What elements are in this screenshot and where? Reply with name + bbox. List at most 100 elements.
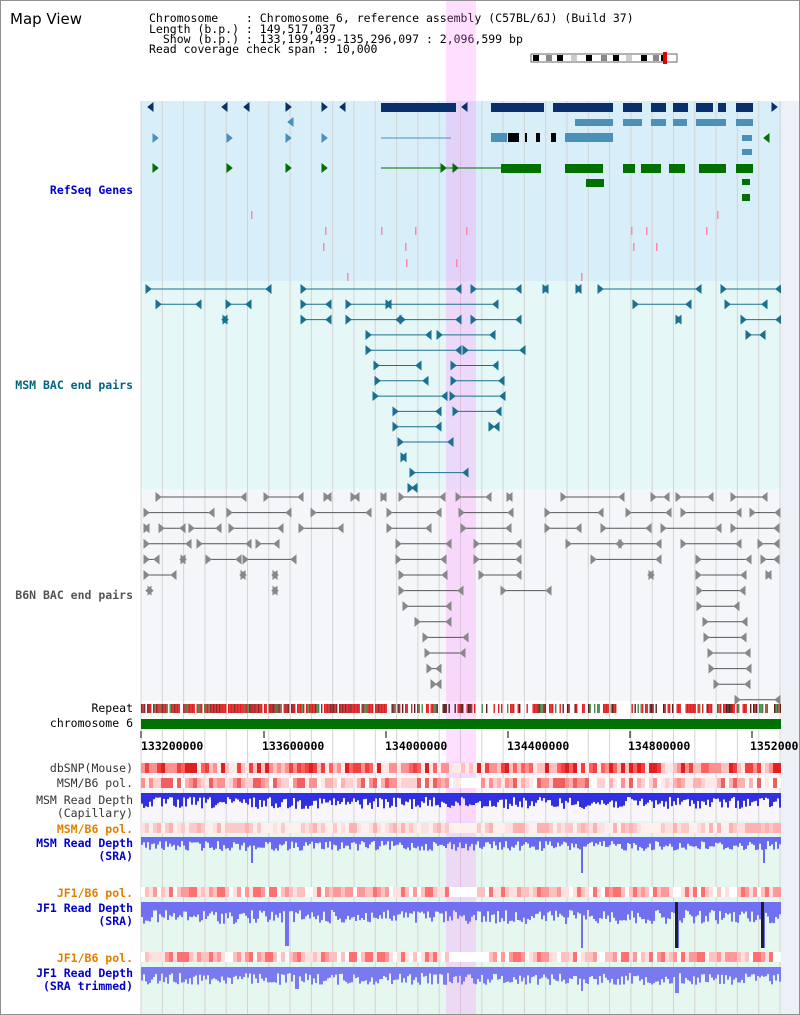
msm-sra-depth-bar (399, 837, 401, 843)
jf1-sra-depth-bar (287, 902, 289, 946)
jf1-sra-trimmed-depth-bar (719, 967, 721, 984)
msm-capillary-depth-bar (635, 793, 637, 801)
jf1-sra-trimmed-depth-bar (459, 967, 461, 976)
jf1-b6-polymorphism-cell (713, 887, 717, 897)
msm-b6-polymorphism-cell (661, 778, 665, 788)
jf1-sra-depth-bar (627, 902, 629, 915)
track-label-repeat[interactable]: Repeat (91, 701, 133, 715)
track-label-jf1-b6-pol-2[interactable]: JF1/B6 pol. (56, 951, 133, 965)
dbsnp-density-cell (721, 763, 725, 773)
jf1-b6-polymorphism-cell (597, 952, 601, 962)
track-label-jf1-b6-pol-1[interactable]: JF1/B6 pol. (56, 886, 133, 900)
jf1-b6-polymorphism-cell (505, 952, 509, 962)
repeat-element (729, 704, 731, 713)
b6n-bac-end-arrow (277, 523, 284, 534)
msm-capillary-depth-bar (779, 793, 781, 808)
msm-sra-depth-bar (573, 837, 575, 848)
track-label-msm-read-depth-capillary[interactable]: MSM Read Depth (Capillary) (36, 793, 133, 820)
msm-sra-depth-bar (143, 837, 145, 843)
track-label-msm-b6-pol-1[interactable]: MSM/B6 pol. (56, 776, 133, 790)
msm-sra-depth-bar (157, 837, 159, 845)
track-label-msm-read-depth-sra[interactable]: MSM Read Depth (SRA) (36, 836, 133, 863)
jf1-b6-polymorphism-cell (509, 887, 513, 897)
refseq-gene-block (381, 103, 456, 112)
b6n-bac-end-arrow (185, 538, 192, 549)
b6n-bac-end-arrow (500, 585, 507, 596)
msm-sra-depth-bar (395, 837, 397, 845)
b6n-bac-end-arrow (713, 679, 720, 690)
jf1-b6-polymorphism-cell (413, 952, 417, 962)
msm-capillary-depth-bar (219, 793, 221, 802)
jf1-sra-depth-bar (747, 902, 749, 919)
msm-sra-depth-bar (475, 837, 477, 845)
msm-b6-polymorphism-cell (557, 778, 561, 788)
repeat-element (391, 704, 393, 713)
ideogram-position-marker (663, 52, 667, 64)
jf1-sra-depth-bar (251, 902, 253, 911)
jf1-sra-depth-bar (355, 902, 357, 921)
msm-capillary-depth-bar (695, 793, 697, 809)
jf1-b6-polymorphism-cell (749, 952, 753, 962)
track-label-chromosome[interactable]: chromosome 6 (49, 716, 133, 730)
track-label-b6n-bac[interactable]: B6N BAC end pairs (15, 588, 133, 602)
refseq-pseudogene-mark (456, 259, 458, 267)
track-label-jf1-read-depth-trimmed[interactable]: JF1 Read Depth (SRA trimmed) (36, 966, 133, 993)
repeat-element (726, 704, 728, 713)
msm-sra-depth-bar (451, 837, 453, 850)
msm-b6-polymorphism-cell (533, 778, 537, 788)
jf1-b6-polymorphism-cell (625, 952, 629, 962)
jf1-b6-polymorphism-cell (473, 952, 477, 962)
msm-capillary-depth-bar (153, 793, 155, 800)
jf1-b6-polymorphism-cell (177, 952, 181, 962)
b6n-bac-end-arrow (143, 507, 150, 518)
msm-capillary-depth-bar (749, 793, 751, 806)
dbsnp-density-cell (497, 763, 501, 773)
track-label-msm-b6-pol-2[interactable]: MSM/B6 pol. (56, 822, 133, 836)
b6n-bac-end-arrow (707, 647, 714, 659)
msm-b6-polymorphism-cell (333, 823, 337, 833)
jf1-b6-polymorphism-cell (357, 887, 361, 897)
msm-b6-polymorphism-cell (697, 778, 701, 788)
msm-b6-polymorphism-cell (477, 823, 481, 833)
msm-b6-polymorphism-cell (393, 778, 397, 788)
repeat-element (307, 704, 309, 713)
dbsnp-density-cell (365, 763, 369, 773)
msm-capillary-depth-bar (411, 793, 413, 809)
msm-sra-depth-bar (361, 837, 363, 842)
msm-sra-depth-bar (381, 837, 383, 842)
track-label-jf1-read-depth-sra[interactable]: JF1 Read Depth (SRA) (36, 901, 133, 928)
jf1-sra-depth-bar (381, 902, 383, 919)
jf1-b6-polymorphism-cell (653, 952, 657, 962)
jf1-b6-polymorphism-cell (613, 952, 617, 962)
msm-b6-polymorphism-cell (713, 778, 717, 788)
msm-b6-polymorphism-cell (149, 778, 153, 788)
msm-sra-depth-bar (611, 837, 613, 842)
msm-capillary-depth-bar (659, 793, 661, 804)
msm-sra-depth-bar (767, 837, 769, 842)
jf1-b6-polymorphism-cell (365, 952, 369, 962)
refseq-gene-exon (525, 133, 527, 142)
refseq-gene-exon (565, 133, 613, 142)
track-label-msm-bac[interactable]: MSM BAC end pairs (15, 378, 133, 392)
jf1-b6-polymorphism-cell (705, 952, 709, 962)
track-label-dbsnp[interactable]: dbSNP(Mouse) (49, 761, 133, 775)
jf1-sra-trimmed-depth-bar (589, 967, 591, 978)
msm-capillary-depth-bar (495, 793, 497, 807)
msm-sra-depth-bar (655, 837, 657, 842)
msm-sra-depth-bar (299, 837, 301, 851)
msm-capillary-depth-bar (209, 793, 211, 798)
msm-capillary-depth-bar (519, 793, 521, 802)
repeat-element (418, 704, 420, 713)
jf1-sra-trimmed-depth-bar (557, 967, 559, 982)
msm-capillary-depth-bar (359, 793, 361, 805)
jf1-sra-depth-bar (217, 902, 219, 922)
msm-capillary-depth-bar (417, 793, 419, 806)
repeat-element (442, 704, 444, 713)
jf1-sra-trimmed-depth-bar (665, 967, 667, 977)
msm-b6-polymorphism-cell (269, 823, 273, 833)
msm-capillary-depth-bar (581, 793, 583, 808)
jf1-sra-trimmed-depth-bar (721, 967, 723, 975)
track-label-refseq-genes[interactable]: RefSeq Genes (49, 183, 133, 197)
jf1-sra-depth-bar (525, 902, 527, 924)
